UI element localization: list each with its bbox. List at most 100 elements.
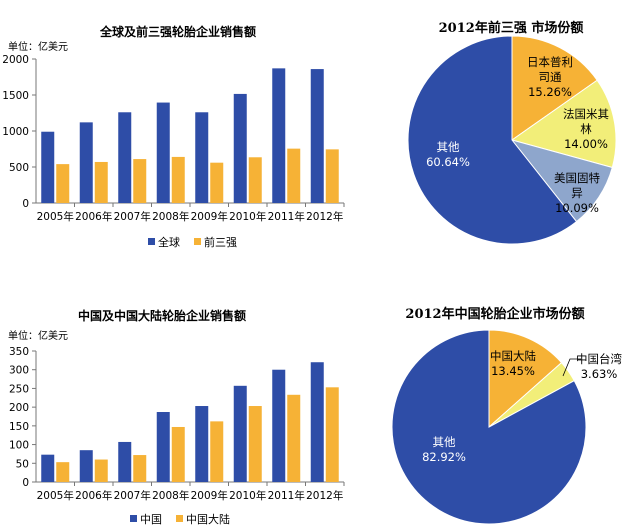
pie-slice-其他	[391, 329, 587, 525]
bar-中国-2007年	[118, 441, 132, 482]
chart-title: 2012年前三强 市场份额	[439, 20, 584, 36]
y-tick-label: 250	[9, 383, 29, 395]
x-tick-label: 2006年	[75, 210, 112, 223]
y-tick-label: 300	[9, 365, 29, 377]
legend-label: 中国大陆	[186, 512, 230, 526]
x-tick-label: 2010年	[229, 489, 266, 502]
pie-value-label: 15.26%	[528, 85, 572, 99]
pie-category-label: 美国固特	[554, 171, 600, 185]
legend-swatch	[148, 238, 155, 245]
bar-全球-2006年	[79, 122, 93, 203]
legend-label: 全球	[158, 235, 180, 249]
chart-title: 2012年中国轮胎企业市场份额	[405, 306, 584, 322]
bar-前三强-2012年	[325, 149, 339, 203]
x-tick-label: 2011年	[268, 210, 305, 223]
x-tick-label: 2012年	[306, 489, 343, 502]
y-tick-label: 1000	[2, 126, 29, 138]
x-tick-label: 2008年	[152, 489, 189, 502]
pie-category-label: 其他	[433, 435, 456, 449]
x-tick-label: 2007年	[114, 210, 151, 223]
bar-前三强-2007年	[133, 159, 147, 203]
bar-全球-2005年	[41, 131, 55, 203]
x-tick-label: 2005年	[37, 489, 74, 502]
bar-前三强-2006年	[94, 161, 108, 203]
pie-slice-中国大陆	[488, 329, 563, 429]
bar-中国大陆-2011年	[287, 394, 301, 482]
x-tick-label: 2010年	[229, 210, 266, 223]
y-tick-label: 1500	[2, 90, 29, 102]
pie-value-label: 13.45%	[491, 364, 535, 378]
x-tick-label: 2009年	[191, 210, 228, 223]
y-tick-label: 2000	[2, 54, 29, 66]
bar-中国-2010年	[233, 385, 247, 482]
pie-value-label: 10.09%	[555, 201, 599, 215]
x-tick-label: 2005年	[37, 210, 74, 223]
pie-category-label: 法国米其	[563, 107, 609, 121]
y-tick-label: 350	[9, 346, 29, 358]
y-tick-label: 200	[9, 402, 29, 414]
pie-slice-日本普利司通	[511, 35, 598, 141]
bar-全球-2009年	[195, 112, 209, 203]
bar-全球-2011年	[272, 68, 286, 203]
chart-title: 全球及前三强轮胎企业销售额	[99, 24, 256, 39]
pie-value-label: 14.00%	[564, 137, 608, 151]
pie-category-label: 中国台湾	[576, 352, 622, 366]
bar-中国-2009年	[195, 406, 209, 482]
legend-swatch	[194, 238, 201, 245]
bar-全球-2008年	[156, 102, 170, 203]
y-tick-label: 500	[9, 162, 29, 174]
bar-中国-2011年	[272, 369, 286, 482]
y-tick-label: 100	[9, 440, 29, 452]
bar-前三强-2008年	[171, 156, 185, 203]
pie-value-label: 82.92%	[422, 450, 466, 464]
pie-value-label: 60.64%	[426, 155, 470, 169]
pie-category-label: 林	[580, 122, 592, 136]
bar-前三强-2010年	[248, 157, 262, 203]
x-tick-label: 2006年	[75, 489, 112, 502]
pie-category-label: 司通	[539, 70, 562, 84]
bar-中国-2008年	[156, 412, 170, 482]
bar-前三强-2011年	[287, 148, 301, 203]
legend-label: 前三强	[204, 235, 237, 249]
unit-label: 单位：亿美元	[8, 40, 68, 53]
y-tick-label: 0	[22, 477, 29, 489]
global-sales-bar-chart: 全球及前三强轮胎企业销售额 单位：亿美元 0 500 1000 1500 2000 200…	[2, 24, 345, 249]
pie-value-label: 3.63%	[581, 367, 618, 381]
bar-前三强-2005年	[56, 164, 70, 203]
legend-swatch	[176, 515, 183, 522]
bar-中国大陆-2008年	[171, 426, 185, 482]
pie-category-label: 异	[571, 186, 583, 200]
bar-中国大陆-2005年	[56, 462, 70, 482]
legend-swatch	[130, 515, 137, 522]
y-tick-label: 0	[22, 198, 29, 210]
pie-slice-法国米其林	[510, 79, 617, 169]
y-tick-label: 50	[16, 458, 29, 470]
bar-中国大陆-2007年	[133, 455, 147, 482]
legend-label: 中国	[140, 513, 162, 526]
bar-前三强-2009年	[210, 162, 224, 203]
x-tick-label: 2007年	[114, 489, 151, 502]
x-tick-label: 2009年	[191, 489, 228, 502]
bar-中国-2006年	[79, 450, 93, 482]
bar-中国大陆-2006年	[94, 459, 108, 482]
pie-slice-其他	[407, 35, 578, 245]
unit-label: 单位：亿美元	[8, 329, 68, 342]
pie-category-label: 其他	[437, 140, 460, 154]
bar-全球-2012年	[310, 69, 324, 203]
china-sales-bar-chart: 中国及中国大陆轮胎企业销售额 单位：亿美元 0 50 100 150 200 250 300…	[8, 308, 345, 526]
x-tick-label: 2008年	[152, 210, 189, 223]
bar-中国大陆-2009年	[210, 421, 224, 482]
bar-全球-2007年	[118, 112, 132, 203]
x-tick-label: 2012年	[306, 210, 343, 223]
pie-category-label: 中国大陆	[490, 349, 536, 363]
pie-category-label: 日本普利	[527, 55, 573, 69]
bar-中国大陆-2012年	[325, 387, 339, 482]
y-tick-label: 150	[9, 421, 29, 433]
bar-中国-2012年	[310, 362, 324, 482]
chart-title: 中国及中国大陆轮胎企业销售额	[78, 308, 246, 323]
bar-中国大陆-2010年	[248, 406, 262, 482]
bar-中国-2005年	[41, 454, 55, 482]
x-tick-label: 2011年	[268, 489, 305, 502]
